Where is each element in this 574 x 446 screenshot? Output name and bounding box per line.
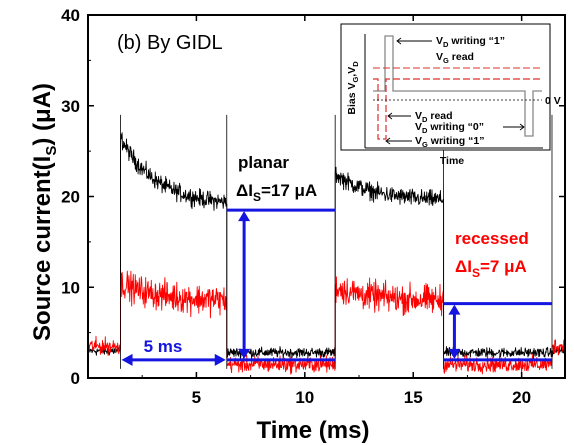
planar-delta-arrow-head-bottom — [238, 348, 251, 359]
span-arrow-head-right — [214, 353, 226, 366]
inset-label-vg-write1: VG writing “1” — [415, 135, 484, 149]
planar-label: planar — [238, 153, 289, 172]
y-tick-label: 0 — [71, 369, 80, 388]
markers-group — [121, 208, 552, 366]
inset-frame — [340, 23, 551, 151]
series-group — [87, 114, 566, 375]
planar-delta-arrow-head-top — [238, 211, 251, 222]
recessed-delta-arrow-head-top — [448, 304, 461, 315]
recessed-delta: ΔIS=7 μA — [455, 257, 527, 280]
y-axis-label: Source current(IS) (μA) — [29, 83, 60, 341]
inset-y-label: Bias VG,VD — [346, 61, 360, 115]
inset-arrows — [385, 37, 525, 145]
inset-diagram: 0 V VD writing “1” VG read VD read VD wr… — [340, 23, 561, 167]
x-tick-label: 20 — [512, 388, 531, 407]
x-tick-label: 15 — [404, 388, 423, 407]
y-tick-label: 20 — [61, 188, 80, 207]
inset-label-vd-write1: VD writing “1” — [436, 35, 505, 49]
series-line-planar — [87, 132, 566, 360]
y-axis-label-sub: S — [43, 146, 60, 156]
chart-title: (b) By GIDL — [117, 32, 223, 54]
y-tick-label: 30 — [61, 97, 80, 116]
span-label: 5 ms — [144, 337, 183, 356]
x-tick-label: 5 — [192, 388, 201, 407]
x-tick-label: 10 — [295, 388, 314, 407]
inset-x-label: Time — [440, 155, 464, 167]
recessed-label: recessed — [455, 229, 529, 248]
series-line-recessed — [87, 270, 566, 375]
inset-label-vd-read: VD read — [415, 110, 453, 124]
y-tick-label: 40 — [61, 6, 80, 25]
y-tick-label: 10 — [61, 278, 80, 297]
planar-delta: ΔIS=17 μA — [236, 181, 317, 204]
inset-vg-waveform — [373, 78, 542, 140]
inset-vd-waveform — [373, 35, 542, 137]
x-axis-label: Time (ms) — [257, 417, 370, 444]
span-arrow-head-left — [121, 353, 133, 366]
inset-label-vg-read: VG read — [436, 51, 474, 65]
inset-label-vd-write0: VD writing “0” — [415, 121, 484, 135]
inset-zero-label: 0 V — [545, 95, 561, 107]
ticks-group: 0 10 20 30 40 5 10 15 20 — [61, 6, 565, 407]
recessed-delta-arrow-head-bottom — [448, 348, 461, 359]
